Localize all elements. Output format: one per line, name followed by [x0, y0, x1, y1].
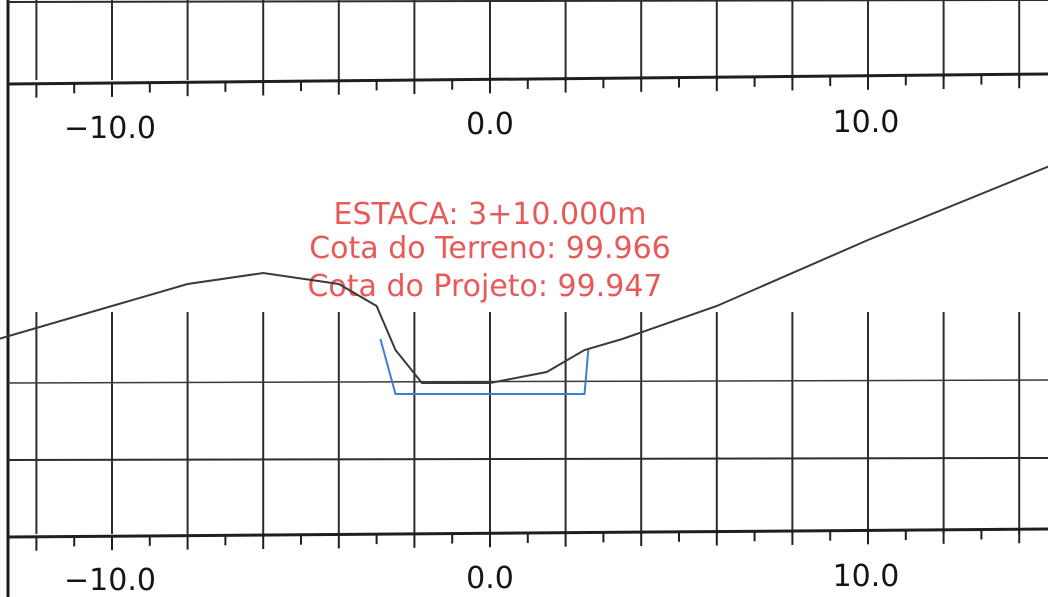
design-profile [379, 338, 590, 395]
bottom-axis-ticks [35, 529, 1021, 551]
top-tick-label-0: 0.0 [466, 107, 514, 142]
bottom-tick-label-10: 10.0 [833, 559, 900, 594]
top-panel-grid [7, 0, 1048, 80]
terrain-profile [0, 165, 1048, 384]
top-edge-gridline [7, 0, 1048, 3]
station-label: ESTACA: 3+10.000m [334, 197, 647, 232]
top-axis-ticks [35, 74, 1021, 98]
top-tick-label-10: 10.0 [833, 105, 900, 140]
top-tick-label-neg10: −10.0 [64, 111, 156, 146]
ground-elevation-label: Cota do Terreno: 99.966 [309, 231, 671, 266]
design-elevation-label: Cota do Projeto: 99.947 [307, 269, 662, 304]
bottom-tick-label-0: 0.0 [466, 561, 514, 596]
bottom-tick-label-neg10: −10.0 [64, 563, 156, 597]
profiles [0, 165, 1048, 395]
datum-line [7, 379, 1048, 384]
bottom-panel-grid [35, 312, 1021, 534]
bottom-horizontal-gridline [7, 457, 1048, 461]
